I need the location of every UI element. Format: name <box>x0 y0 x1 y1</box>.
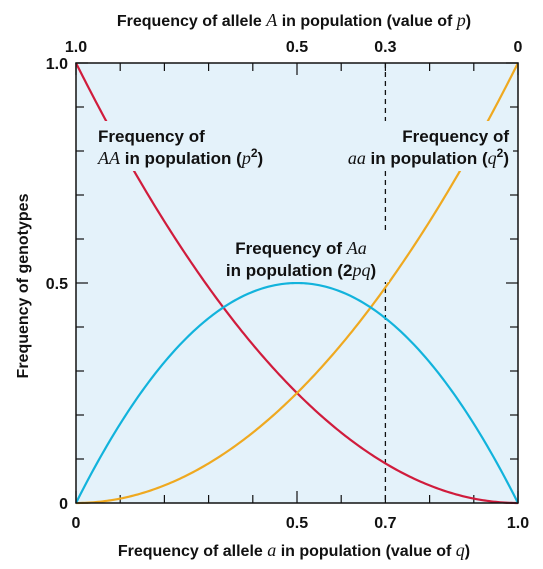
x2-tick-label-3: 0 <box>514 39 523 56</box>
series-line-aa-het <box>75 281 519 504</box>
x2-tick-label-0: 1.0 <box>65 39 87 56</box>
y-tick-label-0: 0 <box>59 496 68 513</box>
y-axis-title: Frequency of genotypes <box>15 193 32 378</box>
y-tick-label-2: 1.0 <box>46 56 68 73</box>
annotation-aa-recessive-frequency: Frequency of aa in population (q2) <box>348 121 513 171</box>
series-curves <box>75 62 519 505</box>
series-line-aa-rec <box>75 62 519 505</box>
svg-text:in population (2pq): in population (2pq) <box>226 260 376 280</box>
x2-tick-label-2: 0.3 <box>374 39 396 56</box>
plot-frame <box>75 62 519 504</box>
annotation-aa-frequency: Frequency of AA in population (p2) <box>94 121 288 171</box>
x-tick-label-0: 0 <box>72 515 81 532</box>
svg-text:aa in population (q2): aa in population (q2) <box>348 146 509 168</box>
x-tick-label-2: 0.7 <box>374 515 396 532</box>
tick-labels: 0 0.5 0.7 1.01.0 0.5 0.3 000.51.0 <box>46 39 529 532</box>
svg-text:Frequency of: Frequency of <box>402 127 509 146</box>
x-tick-label-3: 1.0 <box>507 515 529 532</box>
y-tick-label-1: 0.5 <box>46 276 68 293</box>
x2-tick-label-1: 0.5 <box>286 39 308 56</box>
svg-text:AA in population (p2): AA in population (p2) <box>97 146 263 168</box>
svg-text:Frequency of: Frequency of <box>98 127 205 146</box>
bottom-axis-title: Frequency of allele a in population (val… <box>118 540 470 560</box>
top-axis-title: Frequency of allele A in population (val… <box>117 10 471 30</box>
svg-text:Frequency of Aa: Frequency of Aa <box>235 238 366 258</box>
annotation-heterozygote-frequency: Frequency of Aa in population (2pq) <box>213 234 389 282</box>
x-tick-label-1: 0.5 <box>286 515 308 532</box>
